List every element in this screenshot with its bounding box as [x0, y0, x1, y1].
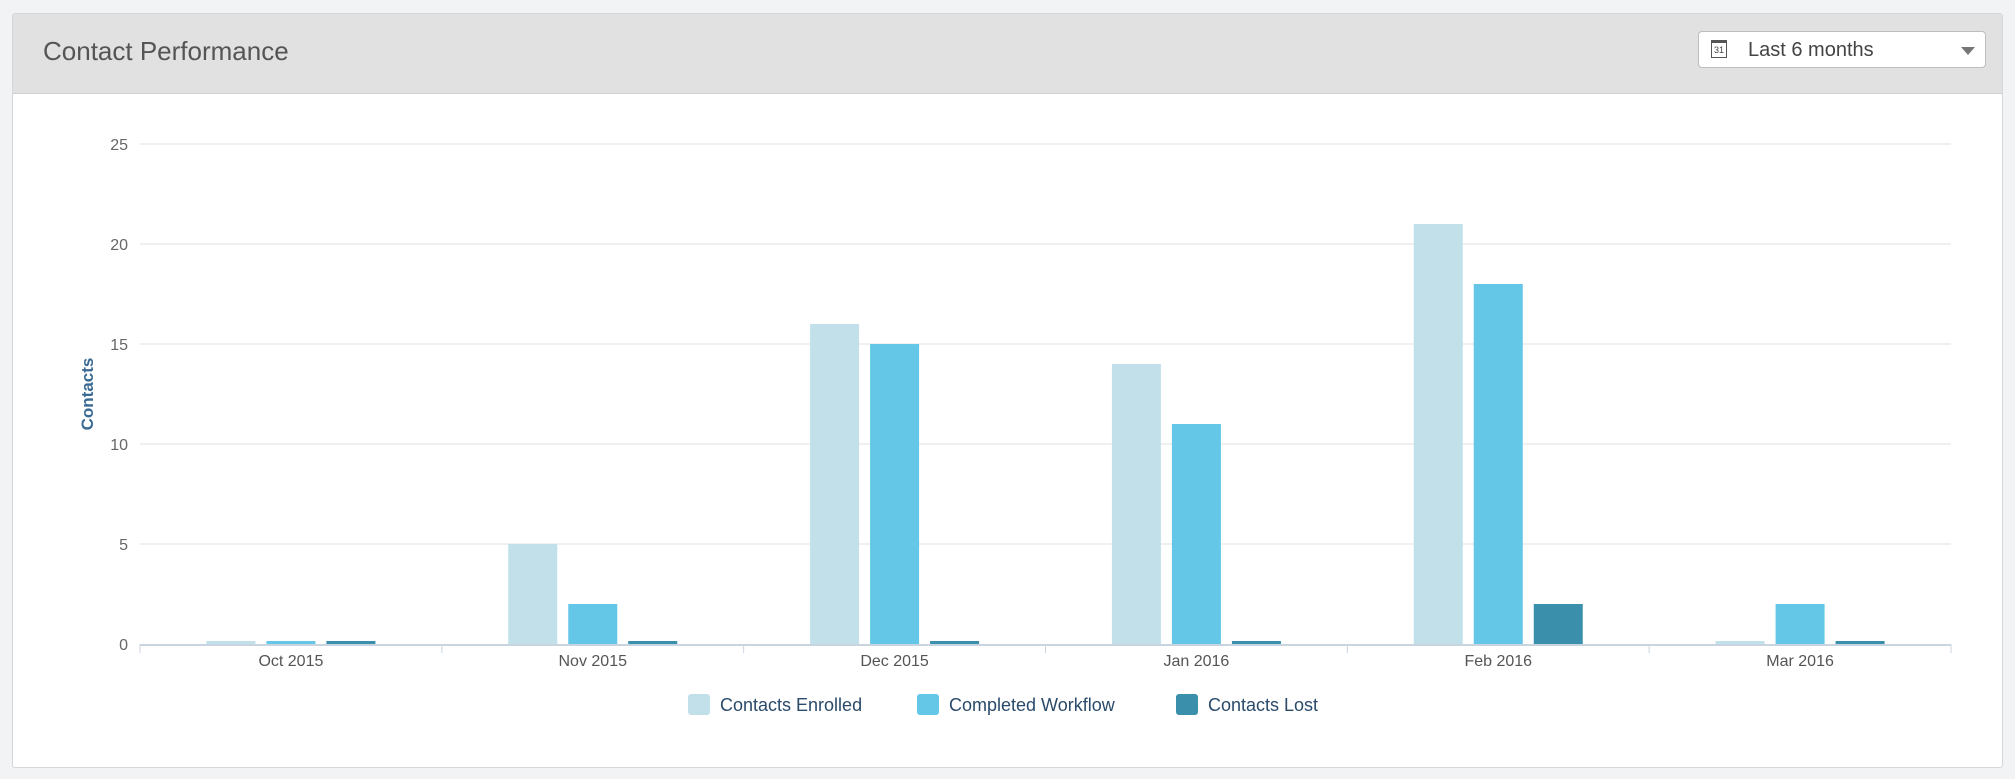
x-tick-label: Nov 2015: [559, 653, 628, 670]
x-tick-label: Feb 2016: [1464, 653, 1532, 670]
legend-swatch: [1176, 694, 1198, 715]
legend-swatch: [688, 694, 710, 715]
x-tick-label: Mar 2016: [1766, 653, 1834, 670]
panel-header: Contact Performance 31 Last 6 months: [13, 14, 2002, 94]
date-range-label: Last 6 months: [1748, 39, 1874, 61]
x-tick-label: Jan 2016: [1163, 653, 1229, 670]
bar: [1775, 604, 1825, 644]
bar: [1835, 641, 1885, 644]
bar: [266, 641, 316, 644]
y-axis-label: Contacts: [78, 358, 97, 431]
calendar-icon: 31: [1711, 40, 1727, 58]
x-tick-label: Oct 2015: [258, 653, 323, 670]
bar: [870, 344, 920, 644]
y-tick-label: 15: [110, 337, 128, 354]
bar: [568, 604, 618, 644]
chevron-down-icon: [1961, 47, 1975, 55]
bar: [1715, 641, 1765, 644]
bar: [1231, 641, 1281, 644]
y-tick-label: 0: [119, 637, 128, 654]
bar: [206, 641, 256, 644]
y-tick-label: 20: [110, 237, 128, 254]
legend-item: Contacts Lost: [1208, 695, 1318, 715]
bar: [930, 641, 980, 644]
legend-item: Contacts Enrolled: [720, 695, 862, 715]
legend-swatch: [917, 694, 939, 715]
bar: [1473, 284, 1523, 644]
bar: [1533, 604, 1583, 644]
legend-item: Completed Workflow: [949, 695, 1116, 715]
bar: [1413, 224, 1463, 644]
panel-title: Contact Performance: [43, 36, 289, 66]
bar: [326, 641, 376, 644]
date-range-dropdown[interactable]: 31 Last 6 months: [1698, 31, 1986, 68]
bar: [508, 544, 558, 644]
bar: [628, 641, 678, 644]
bar: [1111, 364, 1161, 644]
x-tick-label: Dec 2015: [860, 653, 929, 670]
bar: [1171, 424, 1221, 644]
y-tick-label: 10: [110, 437, 128, 454]
y-tick-label: 5: [119, 537, 128, 554]
y-tick-label: 25: [110, 137, 128, 154]
bar: [810, 324, 860, 644]
